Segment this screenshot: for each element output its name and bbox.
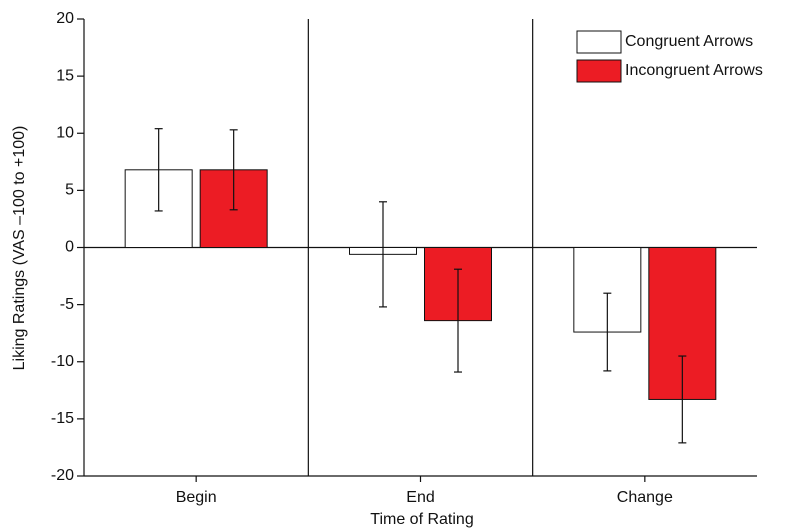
y-tick-label: 10 [56,124,74,141]
error-bar [379,201,387,308]
y-tick-label: -10 [51,353,74,370]
x-axis-title: Time of Rating [370,511,473,528]
error-bar [454,268,462,373]
y-tick-label: 20 [56,10,74,27]
y-tick-label: 0 [65,239,74,256]
y-tick-label: -20 [51,467,74,484]
y-tick-label: -5 [60,296,74,313]
x-tick-label: Begin [176,489,217,506]
x-tick-label: Change [617,489,673,506]
y-tick-label: 5 [65,182,74,199]
error-bar [678,355,687,444]
y-axis-title: Liking Ratings (VAS –100 to +100) [11,126,28,371]
y-tick-label: 15 [56,67,74,84]
error-bar [603,292,612,372]
legend-swatch [576,59,622,83]
legend-swatch [576,30,622,54]
legend-label: Congruent Arrows [625,33,753,50]
x-tick-label: End [406,489,434,506]
y-tick-label: -15 [51,410,74,427]
legend-label: Incongruent Arrows [625,62,763,79]
error-bar [229,129,238,211]
error-bar [154,128,163,212]
